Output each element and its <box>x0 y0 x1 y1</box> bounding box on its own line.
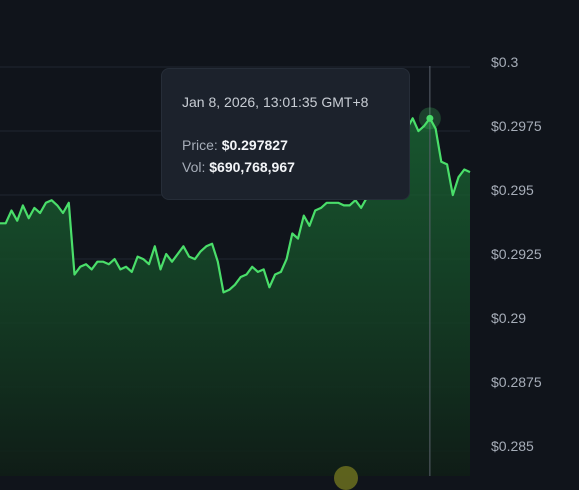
tooltip-vol-value: $690,768,967 <box>209 159 295 175</box>
tooltip-price-row: Price: $0.297827 <box>182 134 389 156</box>
price-tooltip: Jan 8, 2026, 13:01:35 GMT+8 Price: $0.29… <box>161 68 410 200</box>
tooltip-vol-row: Vol: $690,768,967 <box>182 156 389 178</box>
y-tick-label: $0.285 <box>491 438 534 454</box>
price-chart[interactable]: $0.285 $0.2875 $0.29 $0.2925 $0.295 $0.2975 $0… <box>0 0 579 476</box>
tooltip-vol-label: Vol: <box>182 159 206 175</box>
y-tick-label: $0.29 <box>491 310 526 326</box>
y-tick-label: $0.2925 <box>491 246 542 262</box>
tooltip-timestamp: Jan 8, 2026, 13:01:35 GMT+8 <box>182 94 369 110</box>
hover-point[interactable] <box>426 114 434 122</box>
y-tick-label: $0.295 <box>491 182 534 198</box>
watermark-logo-icon <box>334 466 358 490</box>
tooltip-price-label: Price: <box>182 137 218 153</box>
y-tick-label: $0.2875 <box>491 374 542 390</box>
price-area-fill <box>0 118 470 476</box>
y-tick-label: $0.2975 <box>491 118 542 134</box>
tooltip-price-value: $0.297827 <box>221 137 288 153</box>
y-tick-label: $0.3 <box>491 54 518 70</box>
